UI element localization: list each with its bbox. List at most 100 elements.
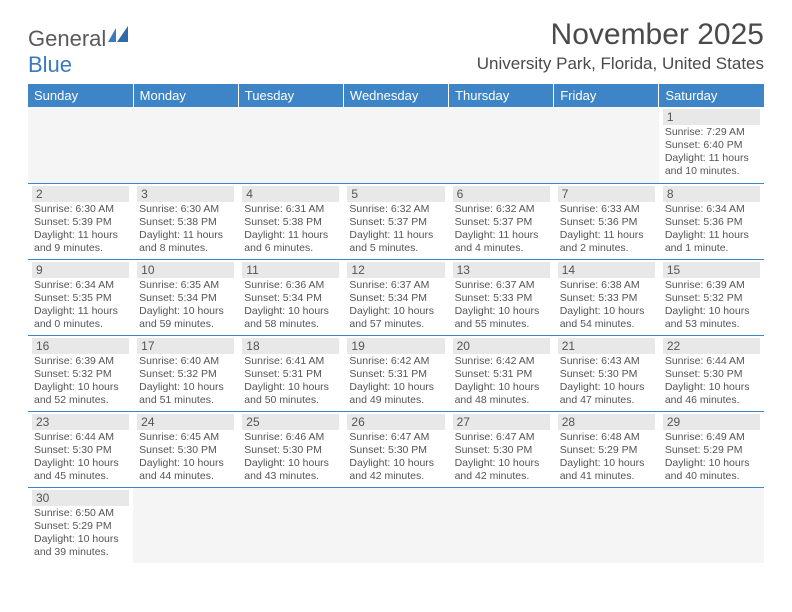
month-title: November 2025 [477, 18, 764, 52]
day-info: Sunrise: 6:34 AMSunset: 5:36 PMDaylight:… [663, 203, 760, 256]
calendar-cell: 20Sunrise: 6:42 AMSunset: 5:31 PMDayligh… [449, 335, 554, 411]
calendar-cell: 22Sunrise: 6:44 AMSunset: 5:30 PMDayligh… [659, 335, 764, 411]
day-info: Sunrise: 6:47 AMSunset: 5:30 PMDaylight:… [453, 431, 550, 484]
day-number: 16 [32, 338, 129, 354]
location: University Park, Florida, United States [477, 54, 764, 74]
day-number: 25 [242, 414, 339, 430]
calendar-cell [343, 107, 448, 183]
day-info: Sunrise: 7:29 AMSunset: 6:40 PMDaylight:… [663, 126, 760, 179]
calendar-cell [238, 487, 343, 563]
calendar-cell: 30Sunrise: 6:50 AMSunset: 5:29 PMDayligh… [28, 487, 133, 563]
calendar-page: General Blue November 2025 University Pa… [0, 0, 792, 563]
day-info: Sunrise: 6:34 AMSunset: 5:35 PMDaylight:… [32, 279, 129, 332]
day-number: 20 [453, 338, 550, 354]
day-number: 24 [137, 414, 234, 430]
weekday-header: Monday [133, 84, 238, 107]
calendar-cell: 19Sunrise: 6:42 AMSunset: 5:31 PMDayligh… [343, 335, 448, 411]
logo-word2: Blue [28, 52, 72, 77]
logo-word1: General [28, 26, 106, 51]
day-info: Sunrise: 6:42 AMSunset: 5:31 PMDaylight:… [453, 355, 550, 408]
day-info: Sunrise: 6:32 AMSunset: 5:37 PMDaylight:… [453, 203, 550, 256]
day-info: Sunrise: 6:47 AMSunset: 5:30 PMDaylight:… [347, 431, 444, 484]
day-number: 1 [663, 109, 760, 125]
flag-icon [108, 26, 134, 42]
day-info: Sunrise: 6:49 AMSunset: 5:29 PMDaylight:… [663, 431, 760, 484]
calendar-row: 2Sunrise: 6:30 AMSunset: 5:39 PMDaylight… [28, 183, 764, 259]
calendar-cell [554, 487, 659, 563]
calendar-cell: 3Sunrise: 6:30 AMSunset: 5:38 PMDaylight… [133, 183, 238, 259]
calendar-cell: 7Sunrise: 6:33 AMSunset: 5:36 PMDaylight… [554, 183, 659, 259]
weekday-row: Sunday Monday Tuesday Wednesday Thursday… [28, 84, 764, 107]
calendar-cell: 11Sunrise: 6:36 AMSunset: 5:34 PMDayligh… [238, 259, 343, 335]
day-info: Sunrise: 6:45 AMSunset: 5:30 PMDaylight:… [137, 431, 234, 484]
weekday-header: Tuesday [238, 84, 343, 107]
day-number: 26 [347, 414, 444, 430]
day-info: Sunrise: 6:48 AMSunset: 5:29 PMDaylight:… [558, 431, 655, 484]
calendar-cell: 6Sunrise: 6:32 AMSunset: 5:37 PMDaylight… [449, 183, 554, 259]
day-number: 8 [663, 186, 760, 202]
day-info: Sunrise: 6:39 AMSunset: 5:32 PMDaylight:… [32, 355, 129, 408]
calendar-cell [343, 487, 448, 563]
day-number: 22 [663, 338, 760, 354]
calendar-cell: 21Sunrise: 6:43 AMSunset: 5:30 PMDayligh… [554, 335, 659, 411]
calendar-cell: 24Sunrise: 6:45 AMSunset: 5:30 PMDayligh… [133, 411, 238, 487]
calendar-cell [133, 487, 238, 563]
calendar-cell [659, 487, 764, 563]
weekday-header: Friday [554, 84, 659, 107]
day-number: 14 [558, 262, 655, 278]
day-number: 9 [32, 262, 129, 278]
day-info: Sunrise: 6:40 AMSunset: 5:32 PMDaylight:… [137, 355, 234, 408]
day-number: 7 [558, 186, 655, 202]
day-info: Sunrise: 6:30 AMSunset: 5:38 PMDaylight:… [137, 203, 234, 256]
calendar-cell: 17Sunrise: 6:40 AMSunset: 5:32 PMDayligh… [133, 335, 238, 411]
weekday-header: Sunday [28, 84, 133, 107]
day-number: 2 [32, 186, 129, 202]
calendar-cell: 8Sunrise: 6:34 AMSunset: 5:36 PMDaylight… [659, 183, 764, 259]
day-info: Sunrise: 6:37 AMSunset: 5:34 PMDaylight:… [347, 279, 444, 332]
calendar-cell: 18Sunrise: 6:41 AMSunset: 5:31 PMDayligh… [238, 335, 343, 411]
calendar-cell: 13Sunrise: 6:37 AMSunset: 5:33 PMDayligh… [449, 259, 554, 335]
day-number: 17 [137, 338, 234, 354]
day-info: Sunrise: 6:31 AMSunset: 5:38 PMDaylight:… [242, 203, 339, 256]
title-block: November 2025 University Park, Florida, … [477, 18, 764, 74]
calendar-row: 9Sunrise: 6:34 AMSunset: 5:35 PMDaylight… [28, 259, 764, 335]
calendar-cell: 9Sunrise: 6:34 AMSunset: 5:35 PMDaylight… [28, 259, 133, 335]
calendar-cell: 15Sunrise: 6:39 AMSunset: 5:32 PMDayligh… [659, 259, 764, 335]
calendar-cell: 14Sunrise: 6:38 AMSunset: 5:33 PMDayligh… [554, 259, 659, 335]
day-info: Sunrise: 6:44 AMSunset: 5:30 PMDaylight:… [663, 355, 760, 408]
calendar-row: 16Sunrise: 6:39 AMSunset: 5:32 PMDayligh… [28, 335, 764, 411]
day-number: 5 [347, 186, 444, 202]
calendar-cell: 4Sunrise: 6:31 AMSunset: 5:38 PMDaylight… [238, 183, 343, 259]
day-number: 12 [347, 262, 444, 278]
day-number: 6 [453, 186, 550, 202]
calendar-row: 23Sunrise: 6:44 AMSunset: 5:30 PMDayligh… [28, 411, 764, 487]
calendar-cell: 25Sunrise: 6:46 AMSunset: 5:30 PMDayligh… [238, 411, 343, 487]
day-number: 10 [137, 262, 234, 278]
calendar-cell [449, 487, 554, 563]
day-number: 23 [32, 414, 129, 430]
calendar-cell: 1Sunrise: 7:29 AMSunset: 6:40 PMDaylight… [659, 107, 764, 183]
weekday-header: Saturday [659, 84, 764, 107]
day-number: 29 [663, 414, 760, 430]
logo: General Blue [28, 26, 134, 78]
calendar-cell [554, 107, 659, 183]
day-info: Sunrise: 6:33 AMSunset: 5:36 PMDaylight:… [558, 203, 655, 256]
header: General Blue November 2025 University Pa… [28, 18, 764, 78]
day-number: 4 [242, 186, 339, 202]
day-info: Sunrise: 6:41 AMSunset: 5:31 PMDaylight:… [242, 355, 339, 408]
day-info: Sunrise: 6:43 AMSunset: 5:30 PMDaylight:… [558, 355, 655, 408]
calendar-cell: 28Sunrise: 6:48 AMSunset: 5:29 PMDayligh… [554, 411, 659, 487]
day-info: Sunrise: 6:39 AMSunset: 5:32 PMDaylight:… [663, 279, 760, 332]
day-number: 19 [347, 338, 444, 354]
day-number: 28 [558, 414, 655, 430]
calendar-cell: 16Sunrise: 6:39 AMSunset: 5:32 PMDayligh… [28, 335, 133, 411]
day-number: 21 [558, 338, 655, 354]
day-number: 3 [137, 186, 234, 202]
day-number: 11 [242, 262, 339, 278]
calendar-table: Sunday Monday Tuesday Wednesday Thursday… [28, 84, 764, 563]
calendar-cell [28, 107, 133, 183]
day-info: Sunrise: 6:46 AMSunset: 5:30 PMDaylight:… [242, 431, 339, 484]
calendar-row: 30Sunrise: 6:50 AMSunset: 5:29 PMDayligh… [28, 487, 764, 563]
calendar-cell: 12Sunrise: 6:37 AMSunset: 5:34 PMDayligh… [343, 259, 448, 335]
calendar-cell [449, 107, 554, 183]
